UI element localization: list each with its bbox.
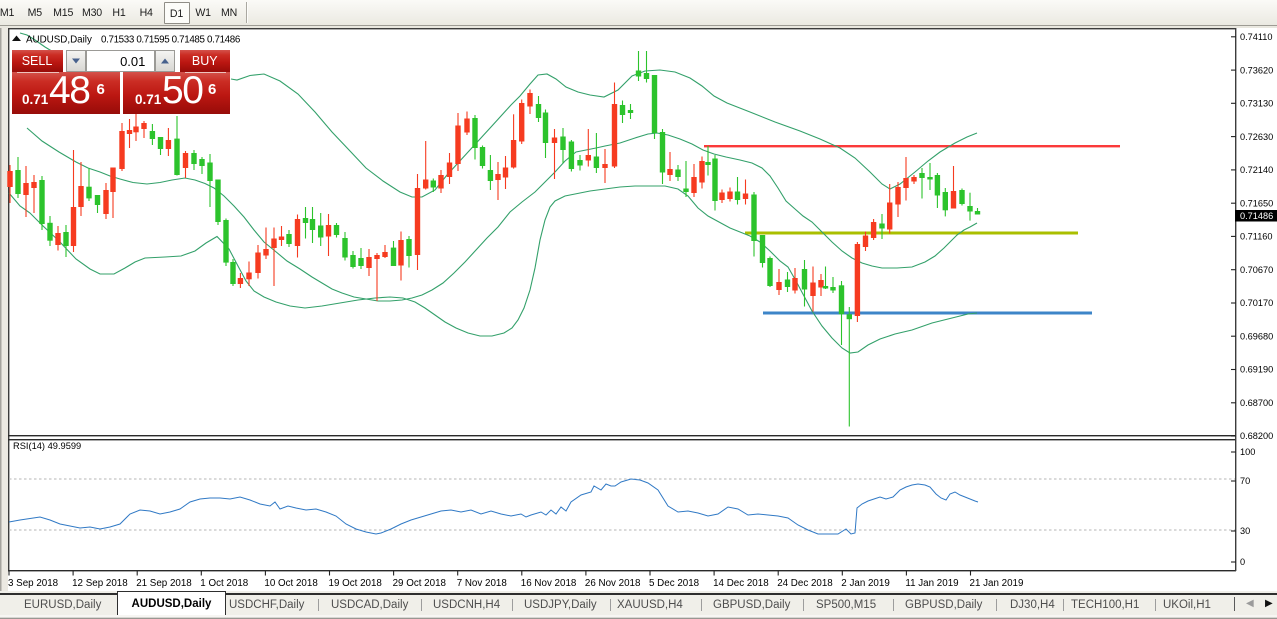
svg-text:AUDUSD,Daily: AUDUSD,Daily <box>26 34 92 45</box>
svg-text:0.74110: 0.74110 <box>1240 32 1273 42</box>
svg-text:0.70670: 0.70670 <box>1240 265 1273 275</box>
svg-text:0.70170: 0.70170 <box>1240 298 1273 308</box>
svg-text:0: 0 <box>1240 557 1245 567</box>
svg-text:0.68200: 0.68200 <box>1240 431 1273 441</box>
svg-text:21 Sep 2018: 21 Sep 2018 <box>136 578 192 589</box>
svg-text:0.72630: 0.72630 <box>1240 132 1273 142</box>
svg-text:10 Oct 2018: 10 Oct 2018 <box>264 578 318 589</box>
svg-text:3 Sep 2018: 3 Sep 2018 <box>8 578 59 589</box>
svg-text:11 Jan 2019: 11 Jan 2019 <box>905 578 958 589</box>
svg-text:12 Sep 2018: 12 Sep 2018 <box>72 578 128 589</box>
svg-text:16 Nov 2018: 16 Nov 2018 <box>521 578 577 589</box>
svg-text:5 Dec 2018: 5 Dec 2018 <box>649 578 700 589</box>
svg-text:26 Nov 2018: 26 Nov 2018 <box>585 578 641 589</box>
svg-text:2 Jan 2019: 2 Jan 2019 <box>841 578 889 589</box>
svg-text:0.71486: 0.71486 <box>1240 211 1273 221</box>
svg-text:0.69680: 0.69680 <box>1240 331 1273 341</box>
svg-text:7 Nov 2018: 7 Nov 2018 <box>457 578 508 589</box>
svg-text:0.68700: 0.68700 <box>1240 398 1273 408</box>
svg-text:0.72140: 0.72140 <box>1240 165 1273 175</box>
svg-text:RSI(14) 49.9599: RSI(14) 49.9599 <box>13 441 81 451</box>
svg-text:0.73130: 0.73130 <box>1240 99 1273 109</box>
svg-text:0.71160: 0.71160 <box>1240 232 1273 242</box>
svg-text:0.71650: 0.71650 <box>1240 198 1273 208</box>
svg-text:0.71533 0.71595 0.71485 0.7148: 0.71533 0.71595 0.71485 0.71486 <box>101 34 241 45</box>
svg-text:29 Oct 2018: 29 Oct 2018 <box>393 578 447 589</box>
svg-text:19 Oct 2018: 19 Oct 2018 <box>329 578 383 589</box>
svg-text:0.73620: 0.73620 <box>1240 65 1273 75</box>
svg-text:14 Dec 2018: 14 Dec 2018 <box>713 578 769 589</box>
svg-text:70: 70 <box>1240 476 1250 486</box>
svg-text:21 Jan 2019: 21 Jan 2019 <box>970 578 1024 589</box>
svg-text:0.69190: 0.69190 <box>1240 365 1273 375</box>
svg-text:24 Dec 2018: 24 Dec 2018 <box>777 578 833 589</box>
svg-text:30: 30 <box>1240 526 1250 536</box>
svg-text:1 Oct 2018: 1 Oct 2018 <box>200 578 248 589</box>
svg-text:100: 100 <box>1240 447 1255 457</box>
